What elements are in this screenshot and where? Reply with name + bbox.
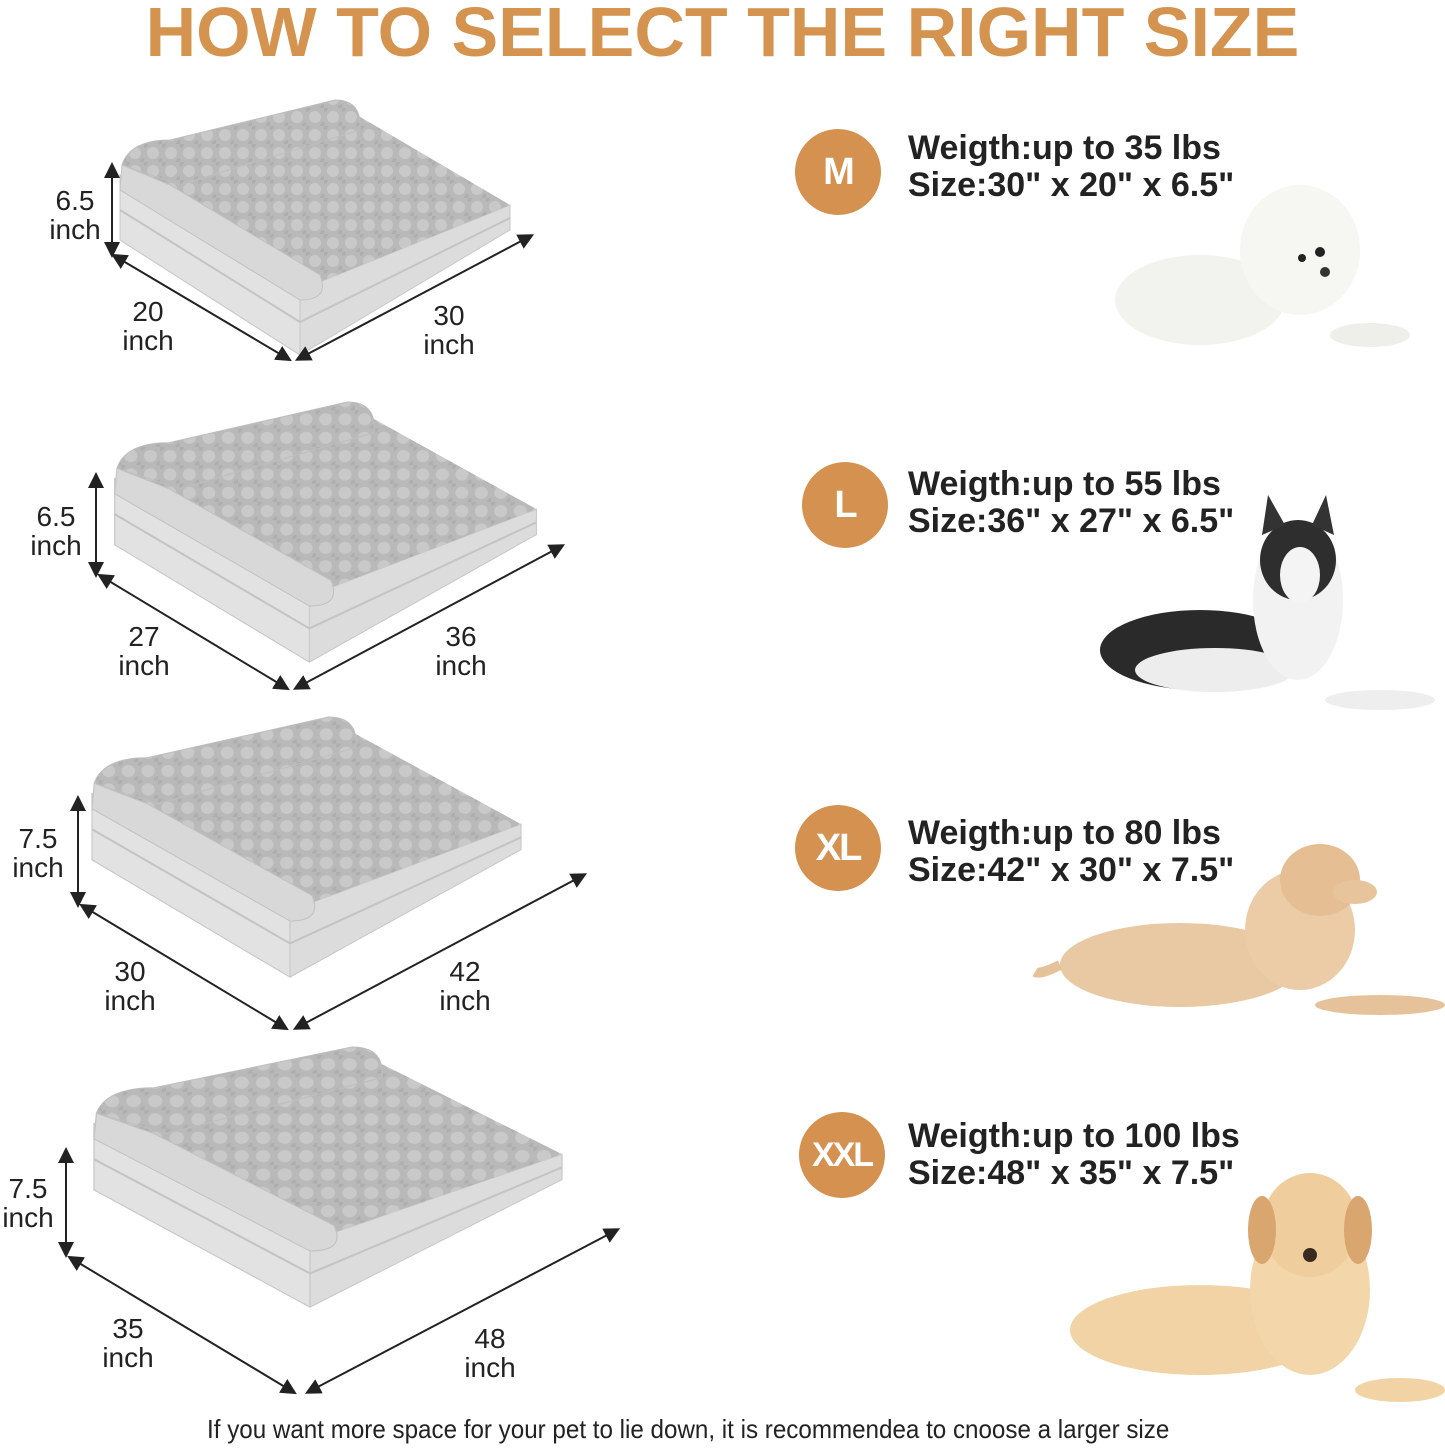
depth-label-l: 27 inch (109, 622, 179, 680)
dog-labrador (1070, 1173, 1445, 1402)
length-label-m: 30 inch (414, 301, 484, 359)
length-unit: inch (423, 329, 475, 360)
height-label-m: 6.5 inch (40, 186, 110, 244)
height-value: 7.5 (18, 823, 58, 854)
spec-m: Weigth:up to 35 lbs Size:30" x 20" x 6.5" (908, 130, 1234, 204)
height-value: 7.5 (8, 1173, 48, 1204)
spec-l: Weigth:up to 55 lbs Size:36" x 27" x 6.5" (908, 466, 1234, 540)
size-badge-m: M (795, 129, 881, 215)
page-title: HOW TO SELECT THE RIGHT SIZE (145, 0, 1300, 71)
dimension-arrows (58, 162, 621, 1395)
height-unit: inch (12, 852, 64, 883)
depth-label-xl: 30 inch (95, 957, 165, 1015)
depth-label-m: 20 inch (113, 297, 183, 355)
height-value: 6.5 (55, 185, 95, 216)
height-label-l: 6.5 inch (21, 502, 91, 560)
depth-value: 35 (112, 1313, 144, 1344)
depth-unit: inch (118, 650, 170, 681)
weight-text: Weigth:up to 80 lbs (908, 814, 1221, 852)
depth-unit: inch (104, 985, 156, 1016)
size-text: Size:36" x 27" x 6.5" (908, 502, 1235, 540)
height-value: 6.5 (36, 501, 76, 532)
height-label-xl: 7.5 inch (3, 824, 73, 882)
length-label-l: 36 inch (426, 622, 496, 680)
size-text: Size:48" x 35" x 7.5" (908, 1154, 1235, 1192)
depth-value: 20 (132, 296, 164, 327)
dog-husky (1100, 495, 1435, 710)
length-unit: inch (439, 985, 491, 1016)
height-unit: inch (2, 1202, 54, 1233)
size-badge-xxl: XXL (799, 1112, 885, 1198)
spec-xl: Weigth:up to 80 lbs Size:42" x 30" x 7.5" (908, 815, 1234, 889)
height-unit: inch (30, 530, 82, 561)
dog-white-bichon (1115, 185, 1410, 347)
depth-unit: inch (102, 1342, 154, 1373)
weight-text: Weigth:up to 100 lbs (908, 1117, 1240, 1155)
length-unit: inch (464, 1352, 516, 1383)
length-label-xxl: 48 inch (455, 1324, 525, 1382)
length-label-xl: 42 inch (430, 957, 500, 1015)
dog-golden-retriever (1032, 844, 1445, 1015)
spec-xxl: Weigth:up to 100 lbs Size:48" x 35" x 7.5… (908, 1118, 1240, 1192)
depth-label-xxl: 35 inch (93, 1314, 163, 1372)
weight-text: Weigth:up to 55 lbs (908, 465, 1221, 503)
size-badge-xl: XL (795, 805, 881, 891)
size-text: Size:30" x 20" x 6.5" (908, 166, 1235, 204)
length-value: 30 (433, 300, 465, 331)
size-badge-l: L (802, 462, 888, 548)
height-unit: inch (49, 214, 101, 245)
size-text: Size:42" x 30" x 7.5" (908, 851, 1235, 889)
length-value: 48 (474, 1323, 506, 1354)
length-value: 42 (449, 956, 481, 987)
depth-value: 27 (128, 621, 160, 652)
length-unit: inch (435, 650, 487, 681)
height-label-xxl: 7.5 inch (0, 1174, 63, 1232)
bed-xl (90, 715, 523, 979)
length-value: 36 (445, 621, 477, 652)
footer-note: If you want more space for your pet to l… (207, 1414, 1170, 1444)
depth-unit: inch (122, 325, 174, 356)
bed-xxl (92, 1045, 564, 1309)
depth-value: 30 (114, 956, 146, 987)
weight-text: Weigth:up to 35 lbs (908, 129, 1221, 167)
